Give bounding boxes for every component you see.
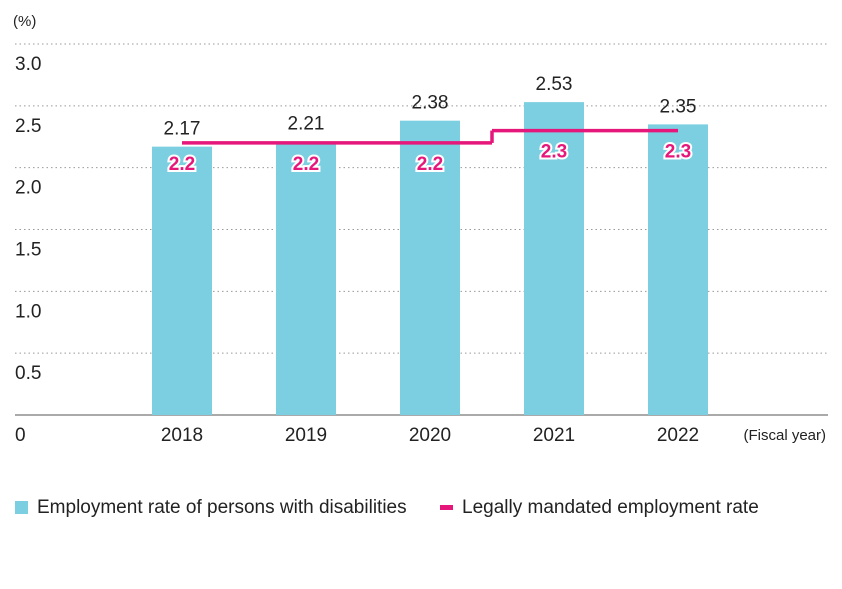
bar-value-label: 2.21 bbox=[288, 114, 325, 135]
legend-swatch bbox=[440, 505, 453, 510]
y-tick-label: 2.5 bbox=[15, 116, 41, 137]
bar-value-label: 2.53 bbox=[536, 74, 573, 95]
x-tick-label: 2018 bbox=[161, 425, 203, 446]
line-value-label: 2.2 bbox=[293, 154, 319, 175]
bar-value-label: 2.17 bbox=[164, 119, 201, 140]
y-unit: (%) bbox=[13, 13, 36, 30]
y-tick-label: 1.0 bbox=[15, 301, 41, 322]
line-value-label: 2.2 bbox=[417, 154, 443, 175]
y-tick-label: 1.5 bbox=[15, 240, 41, 261]
bar-value-label: 2.38 bbox=[412, 93, 449, 114]
bar bbox=[648, 124, 708, 415]
x-tick-label: 2021 bbox=[533, 425, 575, 446]
bar-value-label: 2.35 bbox=[660, 96, 697, 117]
x-tick-label: 2022 bbox=[657, 425, 699, 446]
bar bbox=[400, 120, 460, 415]
y-tick-label: 3.0 bbox=[15, 54, 41, 75]
bar bbox=[524, 102, 584, 415]
bar bbox=[276, 141, 336, 416]
y-tick-label: 0.5 bbox=[15, 363, 41, 384]
x-unit: (Fiscal year) bbox=[743, 427, 826, 444]
legend-label: Legally mandated employment rate bbox=[462, 497, 759, 518]
x-tick-label: 2020 bbox=[409, 425, 451, 446]
line-value-label: 2.3 bbox=[541, 142, 567, 163]
line-value-label: 2.2 bbox=[169, 154, 195, 175]
legend-swatch bbox=[15, 501, 28, 514]
bar bbox=[152, 146, 212, 416]
x-tick-label: 2019 bbox=[285, 425, 327, 446]
y-tick-label: 0 bbox=[15, 425, 26, 446]
legend-label: Employment rate of persons with disabili… bbox=[37, 497, 407, 518]
line-value-label: 2.3 bbox=[665, 142, 691, 163]
y-tick-label: 2.0 bbox=[15, 178, 41, 199]
